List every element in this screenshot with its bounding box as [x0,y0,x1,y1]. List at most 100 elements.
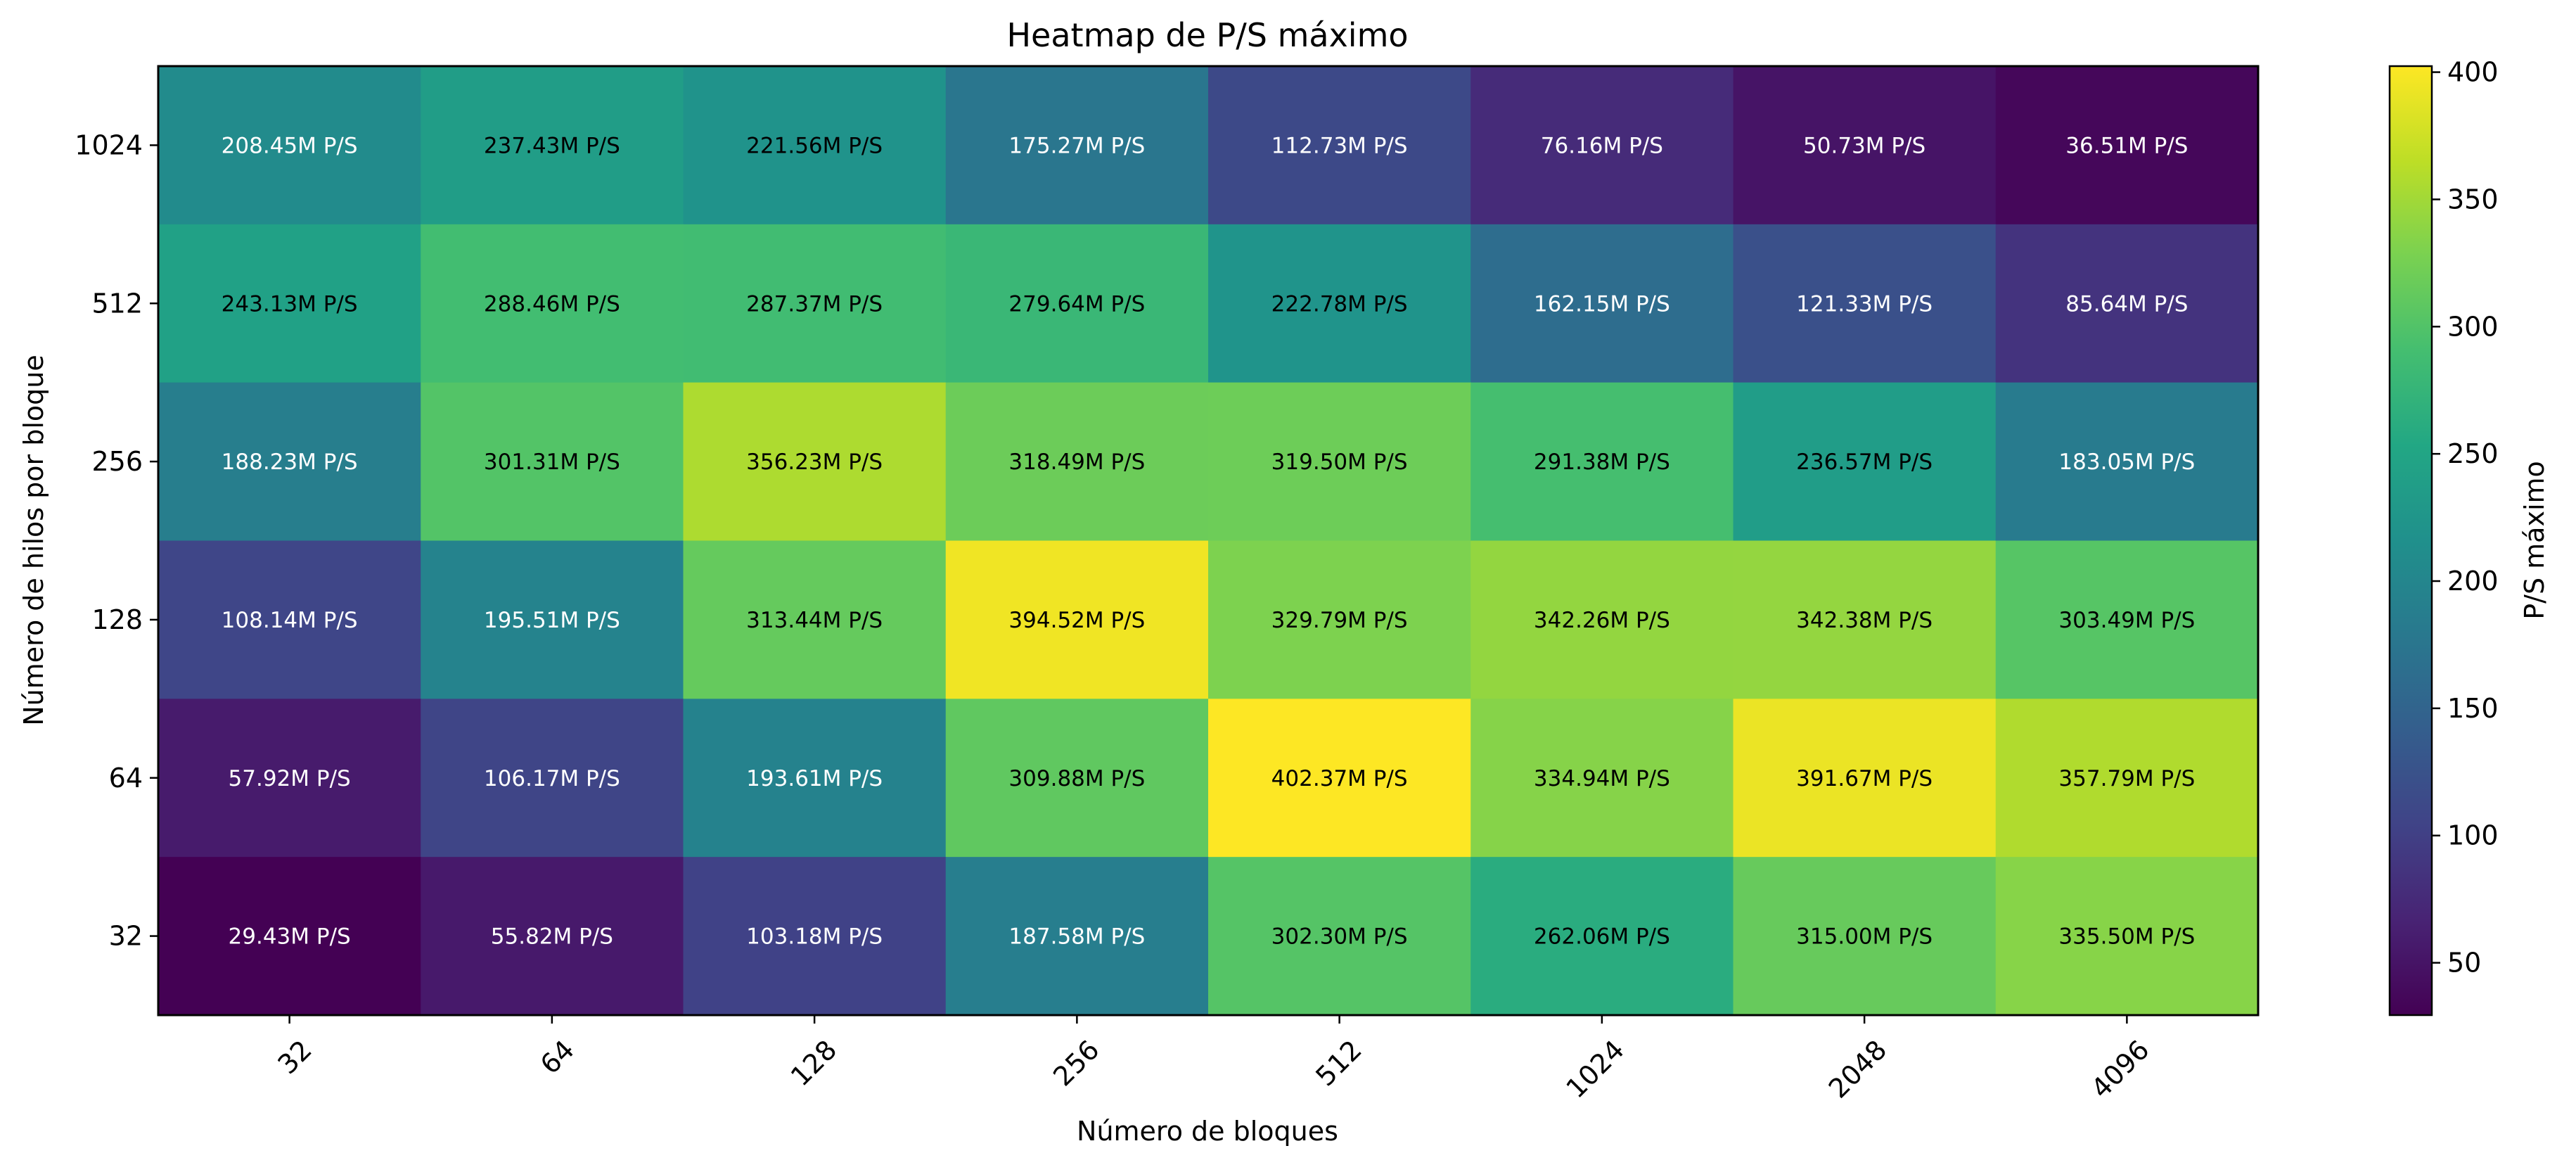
heatmap-cell [1733,857,1997,1016]
cell-value-label: 315.00M P/S [1796,924,1933,950]
y-tick-label: 1024 [75,129,143,160]
cell-value-label: 193.61M P/S [746,766,883,791]
cell-value-label: 303.49M P/S [2058,608,2195,633]
cell-value-label: 222.78M P/S [1271,291,1408,317]
heatmap-cell [1733,540,1997,699]
heatmap-cell [421,699,684,858]
y-tick-label: 64 [109,763,143,794]
cell-value-label: 301.31M P/S [484,450,620,475]
heatmap-cell [1470,699,1734,858]
heatmap-cell [945,857,1209,1016]
y-tick-label: 256 [91,446,143,477]
cell-value-label: 108.14M P/S [222,608,358,633]
cell-value-label: 357.79M P/S [2058,766,2195,791]
heatmap-cell [1208,540,1471,699]
chart-title: Heatmap de P/S máximo [1006,16,1408,54]
cell-value-label: 85.64M P/S [2065,291,2188,317]
heatmap-cell [1470,540,1734,699]
heatmap-cell [158,224,421,383]
cell-value-label: 309.88M P/S [1008,766,1145,791]
heatmap-cell [683,382,947,542]
heatmap-cell [1995,857,2259,1016]
heatmap-cell [1733,66,1997,225]
cell-value-label: 287.37M P/S [746,291,883,317]
cell-value-label: 302.30M P/S [1271,924,1408,950]
heatmap-cell [683,540,947,699]
heatmap-cell [1733,224,1997,383]
heatmap-cell [1470,382,1734,542]
cell-value-label: 342.26M P/S [1534,608,1670,633]
colorbar-tick-label: 100 [2447,820,2499,851]
cell-value-label: 279.64M P/S [1008,291,1145,317]
cell-value-label: 195.51M P/S [484,608,620,633]
cell-value-label: 262.06M P/S [1534,924,1670,950]
cell-value-label: 356.23M P/S [746,450,883,475]
cell-value-label: 288.46M P/S [484,291,620,317]
cell-value-label: 291.38M P/S [1534,450,1670,475]
heatmap-cell [1470,66,1734,225]
cell-value-label: 394.52M P/S [1008,608,1145,633]
heatmap-cell [158,540,421,699]
colorbar-tick-label: 300 [2447,311,2499,342]
y-tick-label: 128 [91,604,143,635]
heatmap-cell [1995,224,2259,383]
cell-value-label: 319.50M P/S [1271,450,1408,475]
cell-value-label: 221.56M P/S [746,133,883,158]
heatmap-cell [1733,699,1997,858]
cell-value-label: 183.05M P/S [2058,450,2195,475]
heatmap-cell [421,857,684,1016]
y-axis-ticks: 1024 512 256 128 64 32 [75,129,158,952]
heatmap-cell [421,540,684,699]
cell-value-label: 112.73M P/S [1271,133,1408,158]
heatmap-cell [1208,66,1471,225]
heatmap-cell [158,699,421,858]
colorbar-tick-label: 250 [2447,438,2499,469]
heatmap-cell [1208,382,1471,542]
y-tick-label: 512 [91,288,143,319]
heatmap-cells [158,66,2259,1016]
heatmap-cell [1995,699,2259,858]
cell-value-label: 121.33M P/S [1796,291,1933,317]
heatmap-cell [1995,540,2259,699]
plot-frame [157,65,2260,1017]
colorbar-tick-label: 200 [2447,566,2499,597]
heatmap-cell [421,224,684,383]
cell-value-label: 335.50M P/S [2058,924,2195,950]
heatmap-cell [683,224,947,383]
heatmap-cell [945,699,1209,858]
heatmap-cell [1470,224,1734,383]
cell-value-label: 342.38M P/S [1796,608,1933,633]
cell-value-label: 162.15M P/S [1534,291,1670,317]
heatmap-cell [1995,382,2259,542]
colorbar-ticks: 50 100 150 200 250 300 350 400 [2432,57,2499,979]
heatmap-cell-labels: 208.45M P/S 237.43M P/S 221.56M P/S 175.27M… [222,133,2196,949]
heatmap-cell [158,66,421,225]
cell-value-label: 29.43M P/S [229,924,351,950]
colorbar-tick-label: 150 [2447,693,2499,724]
heatmap-cell [1208,224,1471,383]
cell-value-label: 313.44M P/S [746,608,883,633]
cell-value-label: 57.92M P/S [229,766,351,791]
colorbar: 50 100 150 200 250 300 350 400 P/S máximo [2388,57,2550,1017]
heatmap-cell [1995,66,2259,225]
cell-value-label: 55.82M P/S [491,924,613,950]
cell-value-label: 334.94M P/S [1534,766,1670,791]
y-axis-label: Número de hilos por bloque [18,355,49,726]
cell-value-label: 103.18M P/S [746,924,883,950]
heatmap-cell [683,699,947,858]
heatmap-cell [683,66,947,225]
colorbar-gradient [2388,65,2433,1017]
heatmap-cell [945,224,1209,383]
heatmap-cell [945,382,1209,542]
heatmap-cell [1470,857,1734,1016]
cell-value-label: 243.13M P/S [222,291,358,317]
cell-value-label: 402.37M P/S [1271,766,1408,791]
cell-value-label: 329.79M P/S [1271,608,1408,633]
cell-value-label: 36.51M P/S [2065,133,2188,158]
cell-value-label: 318.49M P/S [1008,450,1145,475]
cell-value-label: 106.17M P/S [484,766,620,791]
heatmap-cell [1733,382,1997,542]
colorbar-tick-label: 350 [2447,184,2499,215]
cell-value-label: 175.27M P/S [1008,133,1145,158]
cell-value-label: 188.23M P/S [222,450,358,475]
